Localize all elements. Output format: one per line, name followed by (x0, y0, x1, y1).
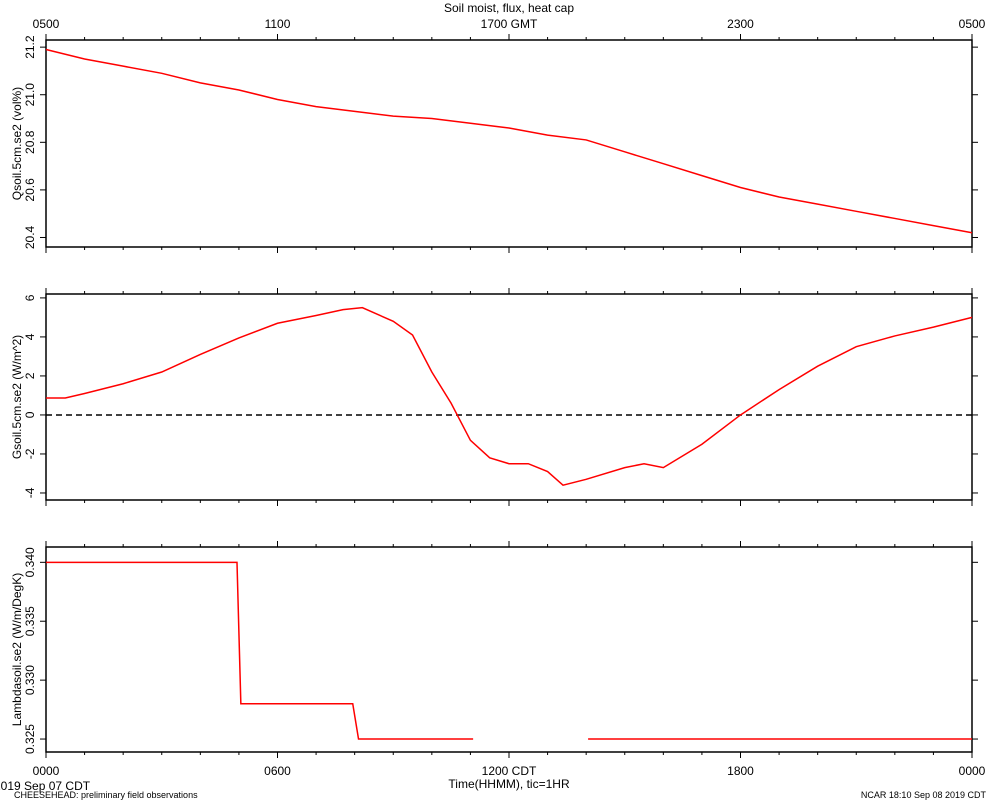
y-tick-label: 0.330 (23, 665, 37, 695)
y-tick-label: 6 (23, 294, 37, 301)
plot-frame (45, 39, 973, 248)
x-tick-label: 0000 (959, 764, 986, 778)
data-line (46, 306, 973, 486)
y-tick-label: 0.340 (23, 547, 37, 577)
x2-tick-label: 2300 (727, 17, 754, 31)
data-line (45, 48, 973, 234)
y-tick-label: 20.4 (23, 225, 37, 249)
y-tick-label: 4 (23, 333, 37, 340)
y-tick-label: 20.8 (23, 130, 37, 154)
y-axis-label: Gsoil.5cm.se2 (W/m^2) (10, 335, 24, 459)
plot-frame (45, 546, 973, 753)
y-axis-label: Qsoil.5cm.se2 (vol%) (10, 87, 24, 200)
data-line (46, 561, 972, 740)
y-tick-label: 21.0 (23, 83, 37, 107)
y-tick-label: 2 (23, 372, 37, 379)
x2-tick-label: 0500 (33, 17, 60, 31)
y-axis-label: Lambdasoil.se2 (W/m/DegK) (10, 573, 24, 726)
x2-tick-label: 1700 GMT (481, 17, 538, 31)
y-tick-label: 0.325 (23, 724, 37, 754)
date-label: 2019 Sep 07 CDT (0, 779, 91, 793)
plot-frame (45, 293, 973, 501)
x-tick-label: 1800 (727, 764, 754, 778)
y-tick-label: 0.335 (23, 606, 37, 636)
footer-left: CHEESEHEAD: preliminary field observatio… (14, 790, 198, 800)
x-tick-label: 0000 (33, 764, 60, 778)
y-tick-label: 0 (23, 411, 37, 418)
y-tick-label: 20.6 (23, 178, 37, 202)
y-tick-label: -4 (23, 487, 37, 498)
footer-right: NCAR 18:10 Sep 08 2019 CDT (861, 790, 987, 800)
y-tick-label: -2 (23, 448, 37, 459)
x2-tick-label: 1100 (265, 17, 291, 31)
x-tick-label: 0600 (264, 764, 291, 778)
x-axis-label: Time(HHMM), tic=1HR (448, 777, 570, 791)
chart-title: Soil moist, flux, heat cap (444, 1, 574, 15)
x2-tick-label: 0500 (959, 17, 986, 31)
y-tick-label: 21.2 (23, 35, 37, 59)
x-tick-label: 1200 CDT (482, 764, 537, 778)
